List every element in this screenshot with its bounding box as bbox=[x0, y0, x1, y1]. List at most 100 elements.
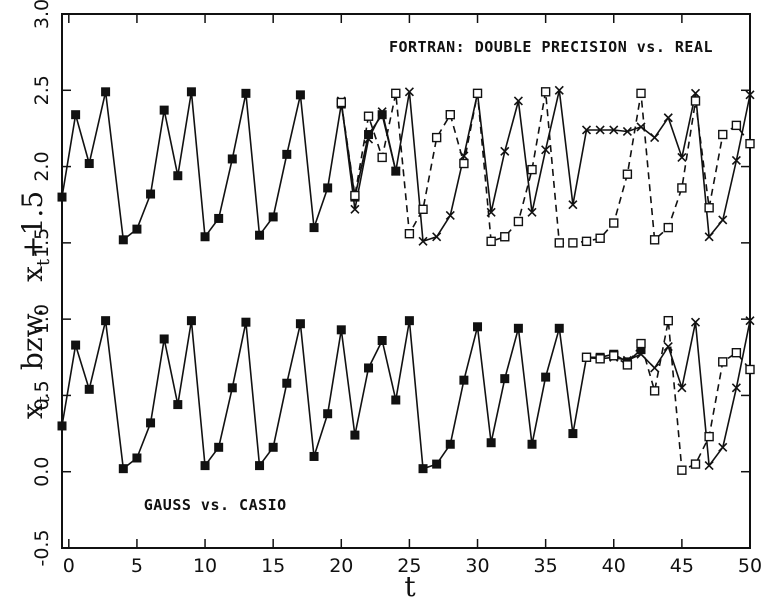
data-point bbox=[57, 421, 67, 431]
series-lower-filled-square bbox=[57, 316, 646, 474]
data-point bbox=[200, 232, 210, 242]
data-point bbox=[159, 105, 169, 115]
data-point bbox=[459, 375, 469, 385]
data-point bbox=[282, 378, 292, 388]
x-tick-label: 20 bbox=[329, 555, 353, 577]
data-point bbox=[241, 317, 251, 327]
data-point bbox=[391, 395, 401, 405]
data-point bbox=[118, 464, 128, 474]
series-lower-open-square bbox=[581, 315, 755, 475]
data-point bbox=[690, 88, 701, 98]
data-point bbox=[473, 322, 483, 332]
series-line bbox=[61, 91, 397, 241]
data-point bbox=[295, 319, 305, 329]
data-point bbox=[255, 230, 265, 240]
data-point bbox=[101, 316, 111, 326]
data-point bbox=[391, 88, 401, 99]
plot-frame bbox=[61, 13, 751, 549]
x-tick-label: 35 bbox=[534, 555, 558, 577]
data-point bbox=[350, 430, 360, 440]
data-point bbox=[609, 351, 619, 361]
data-point bbox=[363, 111, 374, 121]
data-point bbox=[663, 315, 673, 326]
data-point bbox=[364, 363, 374, 373]
data-point bbox=[731, 383, 741, 393]
data-point bbox=[418, 464, 428, 474]
y-label-upper-sub: t bbox=[33, 258, 54, 266]
data-point bbox=[500, 146, 510, 156]
data-point bbox=[622, 360, 633, 370]
data-point bbox=[227, 154, 237, 164]
x-tick-label: 50 bbox=[738, 555, 762, 577]
data-point bbox=[745, 90, 755, 100]
data-point bbox=[350, 190, 360, 201]
data-point bbox=[704, 461, 714, 471]
data-point bbox=[745, 364, 755, 375]
data-point bbox=[513, 323, 523, 333]
data-point bbox=[541, 372, 551, 382]
data-point bbox=[527, 207, 537, 217]
data-point bbox=[527, 164, 537, 175]
data-point bbox=[500, 232, 510, 242]
data-point bbox=[445, 210, 455, 220]
data-point bbox=[350, 204, 360, 214]
data-point bbox=[146, 189, 156, 199]
data-point bbox=[282, 149, 292, 159]
x-tick-label: 5 bbox=[131, 555, 143, 577]
data-point bbox=[718, 357, 728, 367]
data-point bbox=[309, 223, 319, 233]
data-point bbox=[718, 442, 728, 452]
data-point bbox=[418, 204, 428, 214]
data-point bbox=[404, 229, 415, 239]
data-point bbox=[132, 224, 142, 234]
series-line bbox=[340, 91, 751, 244]
y-label-lower: x bbox=[16, 403, 49, 419]
data-point bbox=[186, 316, 196, 326]
data-point bbox=[704, 431, 714, 442]
data-point bbox=[459, 158, 469, 169]
data-point bbox=[595, 354, 605, 364]
data-point bbox=[268, 212, 278, 222]
data-point bbox=[472, 88, 483, 99]
x-tick-label: 25 bbox=[397, 555, 421, 577]
data-point bbox=[554, 85, 564, 95]
data-point bbox=[200, 461, 210, 471]
data-point bbox=[486, 236, 496, 247]
data-point bbox=[677, 183, 687, 193]
data-point bbox=[541, 145, 551, 155]
data-point bbox=[568, 238, 578, 248]
data-point bbox=[650, 363, 660, 373]
data-point bbox=[377, 336, 387, 346]
data-point bbox=[431, 132, 442, 143]
data-point bbox=[704, 232, 714, 242]
x-tick-label: 45 bbox=[670, 555, 694, 577]
data-point bbox=[718, 129, 728, 140]
data-point bbox=[663, 222, 673, 233]
x-tick-label: 0 bbox=[63, 555, 75, 577]
data-point bbox=[609, 218, 619, 228]
data-point bbox=[57, 192, 67, 202]
data-point bbox=[581, 236, 592, 247]
data-point bbox=[295, 90, 305, 100]
y-label-lower-sub: t bbox=[33, 395, 54, 403]
data-point bbox=[268, 442, 278, 452]
data-point bbox=[227, 383, 237, 393]
data-point bbox=[363, 134, 374, 144]
y-label-upper: x bbox=[16, 266, 49, 282]
data-point bbox=[432, 459, 442, 469]
data-point bbox=[173, 171, 183, 181]
data-point bbox=[118, 235, 128, 245]
data-point bbox=[404, 316, 414, 326]
data-point bbox=[132, 453, 142, 463]
data-point bbox=[500, 374, 510, 384]
data-point bbox=[432, 232, 442, 242]
data-point bbox=[527, 439, 537, 449]
data-point bbox=[391, 166, 401, 176]
data-point bbox=[214, 213, 224, 223]
data-point bbox=[745, 138, 755, 149]
data-point bbox=[404, 87, 414, 97]
data-point bbox=[649, 235, 660, 245]
data-point bbox=[445, 109, 455, 120]
y-tick-label: 2.5 bbox=[31, 75, 53, 105]
